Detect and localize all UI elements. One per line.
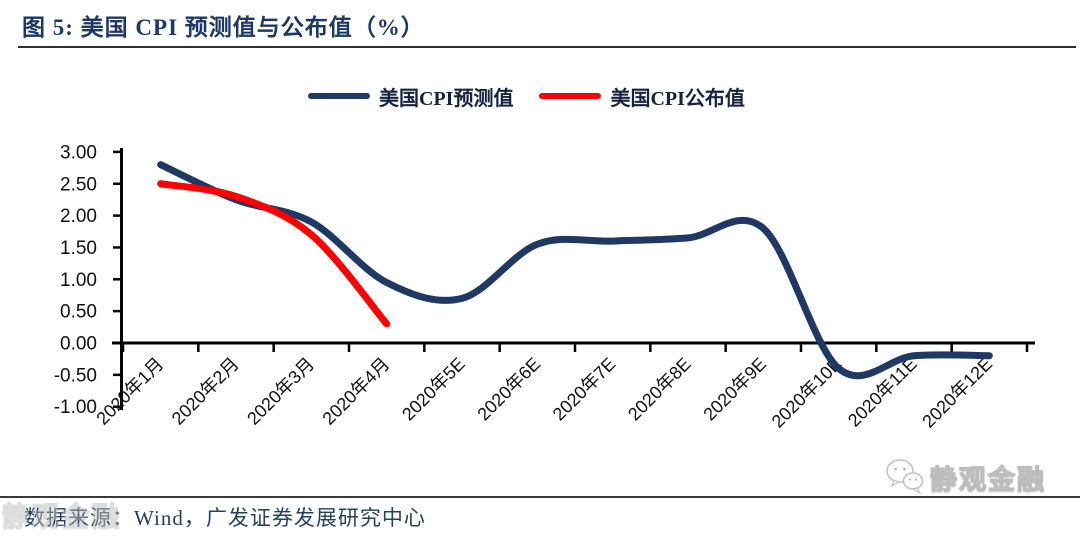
actual-legend-label: 美国CPI公布值 [610,87,745,110]
forecast-legend-swatch [308,93,370,99]
y-tick-label: 2.50 [60,174,97,195]
figure-title: 图 5: 美国 CPI 预测值与公布值（%） [22,15,425,40]
title-divider [18,46,1076,48]
x-tick-label: 2020年4月 [318,354,393,429]
y-tick-label: 1.50 [60,238,97,259]
forecast-line [157,161,993,380]
footer-divider [0,496,1080,498]
x-tick-label: 2020年1月 [92,354,167,429]
watermark-text: 静观金融 [929,464,1046,495]
y-tick-label: 0.50 [60,302,97,323]
x-tick-label: 2020年5E [398,354,469,425]
y-tick-label: -0.50 [54,365,97,386]
x-tick-label: 2020年9E [699,354,770,425]
wechat-icon [886,459,924,495]
x-tick-label: 2020年12E [918,354,996,432]
y-tick-label: -1.00 [54,397,97,418]
y-tick-label: 3.00 [60,142,97,163]
chart-legend: 美国CPI预测值 美国CPI公布值 [308,84,771,110]
watermark-left: 静观金融 [1,495,122,534]
x-tick-label: 2020年8E [624,354,695,425]
y-tick-label: 0.00 [60,334,97,355]
data-source: 数据来源：Wind，广发证券发展研究中心 [24,506,426,530]
watermark-right: 静观金融 [884,456,1046,498]
x-tick-label: 2020年6E [473,354,544,425]
actual-legend-swatch [539,93,602,99]
x-tick-label: 2020年3月 [243,354,318,429]
x-tick-label: 2020年7E [549,354,620,425]
y-tick-label: 1.00 [60,270,97,291]
watermark-left-text: 静观金融 [1,501,122,532]
forecast-legend-label: 美国CPI预测值 [379,87,514,110]
y-tick-label: 2.00 [60,206,97,227]
actual-line [157,180,391,328]
x-tick-label: 2020年2月 [168,354,243,429]
